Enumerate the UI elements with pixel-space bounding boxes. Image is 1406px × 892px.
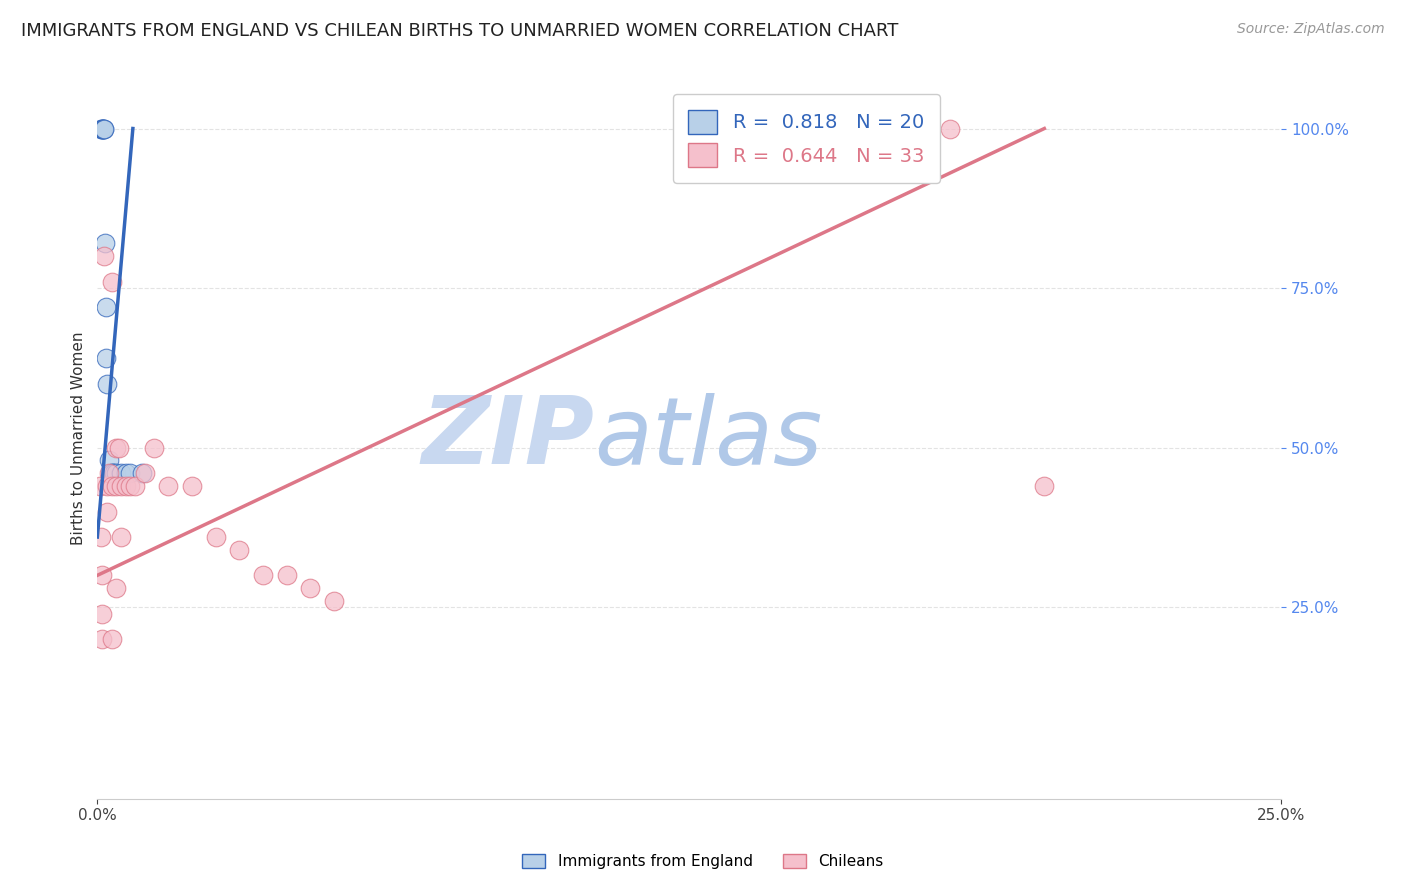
Point <box>100 479 122 493</box>
Point <box>90 121 112 136</box>
Point <box>94 300 117 314</box>
Point <box>100 632 122 647</box>
Point <box>1033 479 1056 493</box>
Point <box>91 568 114 582</box>
Point <box>94 236 117 251</box>
Point <box>98 453 121 467</box>
Text: ZIP: ZIP <box>422 392 595 484</box>
Point <box>110 530 132 544</box>
Text: IMMIGRANTS FROM ENGLAND VS CHILEAN BIRTHS TO UNMARRIED WOMEN CORRELATION CHART: IMMIGRANTS FROM ENGLAND VS CHILEAN BIRTH… <box>21 22 898 40</box>
Point <box>204 530 226 544</box>
Text: Source: ZipAtlas.com: Source: ZipAtlas.com <box>1237 22 1385 37</box>
Point <box>100 275 122 289</box>
Point <box>89 479 111 493</box>
Point <box>114 467 136 481</box>
Point <box>91 121 114 136</box>
Point <box>96 479 118 493</box>
Point <box>105 479 128 493</box>
Point <box>96 504 118 518</box>
Point <box>120 479 142 493</box>
Point <box>228 542 250 557</box>
Point <box>93 249 115 263</box>
Point <box>98 467 121 481</box>
Point <box>90 530 112 544</box>
Point <box>103 467 125 481</box>
Point <box>105 581 128 595</box>
Point <box>110 467 132 481</box>
Point <box>105 441 128 455</box>
Point <box>134 467 156 481</box>
Point <box>100 467 122 481</box>
Point <box>94 351 117 366</box>
Point <box>131 467 153 481</box>
Legend: Immigrants from England, Chileans: Immigrants from England, Chileans <box>516 848 890 875</box>
Point <box>107 441 129 455</box>
Point <box>91 121 114 136</box>
Point <box>96 376 118 391</box>
Y-axis label: Births to Unmarried Women: Births to Unmarried Women <box>72 331 86 545</box>
Point <box>90 121 112 136</box>
Text: atlas: atlas <box>595 392 823 483</box>
Point <box>91 607 114 621</box>
Point <box>105 467 128 481</box>
Point <box>93 121 115 136</box>
Point <box>110 479 132 493</box>
Legend: R =  0.818   N = 20, R =  0.644   N = 33: R = 0.818 N = 20, R = 0.644 N = 33 <box>672 95 941 183</box>
Point <box>114 479 136 493</box>
Point <box>181 479 204 493</box>
Point <box>276 568 298 582</box>
Point <box>93 121 115 136</box>
Point <box>91 121 114 136</box>
Point <box>157 479 180 493</box>
Point <box>120 467 142 481</box>
Point <box>91 632 114 647</box>
Point <box>299 581 322 595</box>
Point <box>143 441 166 455</box>
Point <box>124 479 146 493</box>
Point <box>938 121 960 136</box>
Point <box>323 594 346 608</box>
Point <box>252 568 274 582</box>
Point <box>100 467 122 481</box>
